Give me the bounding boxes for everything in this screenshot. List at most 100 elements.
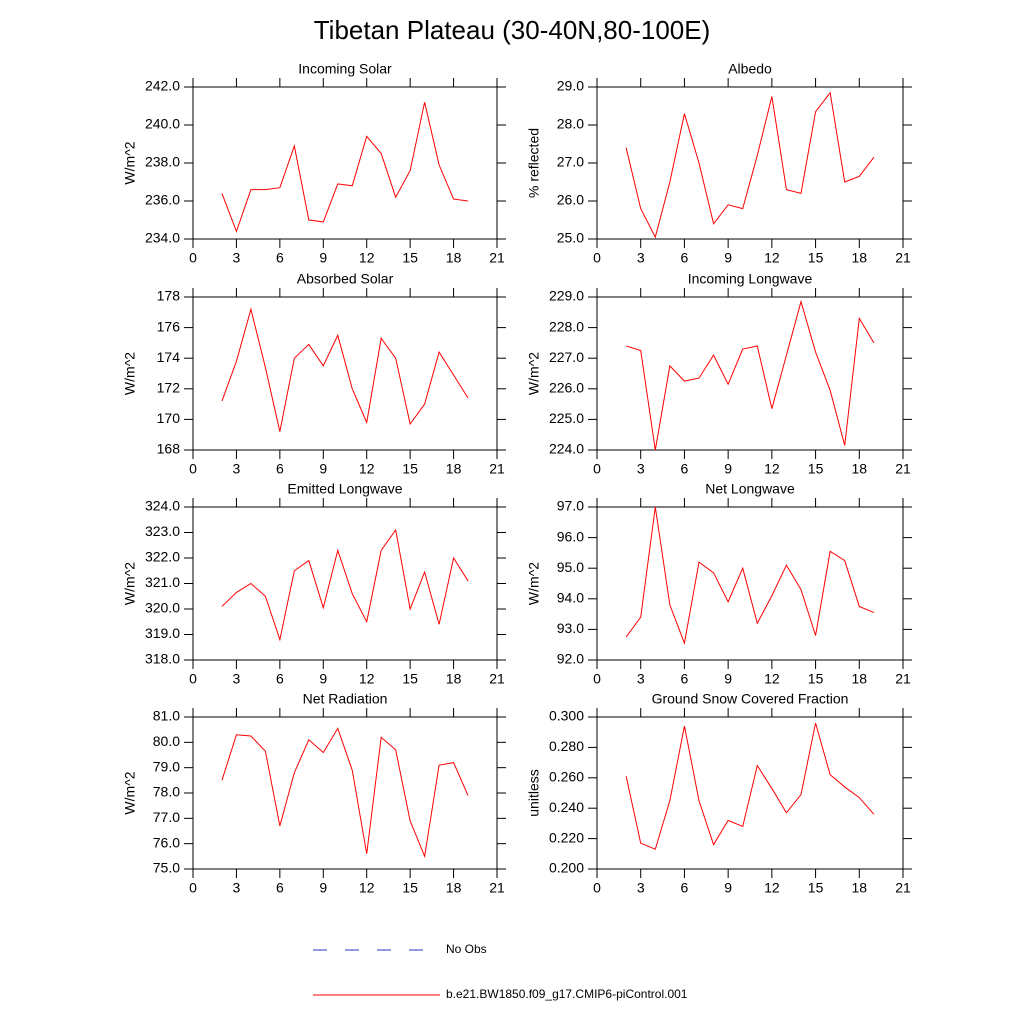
panel-title: Emitted Longwave (287, 481, 402, 497)
panel-title: Incoming Longwave (688, 271, 813, 287)
panel-title: Net Longwave (705, 481, 795, 497)
y-tick-label: 26.0 (557, 192, 584, 208)
plot-frame (192, 296, 498, 451)
x-tick-label: 0 (189, 461, 197, 477)
y-tick-label: 80.0 (153, 733, 180, 749)
y-axis-label: W/m^2 (526, 562, 542, 605)
x-tick-label: 9 (319, 250, 327, 266)
y-tick-label: 94.0 (557, 590, 584, 606)
data-line (625, 299, 875, 451)
x-tick-label: 12 (359, 671, 375, 687)
plot-frame (192, 716, 498, 870)
x-tick-label: 12 (764, 250, 780, 266)
y-tick-label: 236.0 (145, 192, 180, 208)
y-tick-label: 0.300 (549, 708, 584, 724)
data-line (625, 506, 875, 646)
y-tick-label: 228.0 (549, 318, 584, 334)
y-tick-label: 81.0 (153, 708, 180, 724)
x-tick-label: 12 (764, 461, 780, 477)
y-tick-label: 168 (157, 441, 181, 457)
x-tick-label: 15 (402, 461, 418, 477)
x-tick-label: 3 (637, 461, 645, 477)
panel-title: Net Radiation (303, 691, 388, 707)
x-tick-label: 9 (724, 461, 732, 477)
y-tick-label: 0.240 (549, 799, 584, 815)
y-tick-label: 238.0 (145, 154, 180, 170)
x-tick-label: 6 (276, 461, 284, 477)
x-tick-label: 6 (681, 880, 689, 896)
plot-frame (596, 296, 904, 451)
y-tick-label: 78.0 (153, 784, 180, 800)
plot-frame (192, 506, 498, 661)
x-tick-label: 6 (276, 880, 284, 896)
y-tick-label: 224.0 (549, 441, 584, 457)
x-tick-label: 9 (724, 250, 732, 266)
x-tick-label: 15 (808, 671, 824, 687)
x-tick-label: 21 (895, 671, 911, 687)
y-axis-label: W/m^2 (122, 771, 138, 814)
panel-title: Ground Snow Covered Fraction (652, 691, 849, 707)
x-tick-label: 12 (359, 880, 375, 896)
y-tick-label: 172 (157, 380, 181, 396)
x-tick-label: 21 (489, 461, 505, 477)
x-tick-label: 21 (895, 880, 911, 896)
x-tick-label: 0 (593, 250, 601, 266)
x-tick-label: 21 (895, 250, 911, 266)
data-line (625, 722, 875, 850)
y-tick-label: 96.0 (557, 528, 584, 544)
x-tick-label: 18 (851, 671, 867, 687)
x-tick-label: 12 (764, 671, 780, 687)
y-tick-label: 227.0 (549, 349, 584, 365)
panel-title: Absorbed Solar (297, 271, 394, 287)
x-tick-label: 18 (851, 250, 867, 266)
y-tick-label: 324.0 (145, 498, 180, 514)
x-tick-label: 0 (593, 671, 601, 687)
panel-title: Incoming Solar (298, 61, 392, 77)
data-line (221, 102, 469, 233)
x-tick-label: 15 (402, 671, 418, 687)
y-tick-label: 27.0 (557, 154, 584, 170)
x-tick-label: 0 (593, 461, 601, 477)
x-tick-label: 3 (233, 880, 241, 896)
y-tick-label: 321.0 (145, 574, 180, 590)
y-axis-label: W/m^2 (122, 562, 138, 605)
data-line (221, 727, 469, 859)
y-axis-label: % reflected (526, 128, 542, 198)
x-tick-label: 21 (489, 250, 505, 266)
x-tick-label: 9 (724, 880, 732, 896)
y-tick-label: 320.0 (145, 600, 180, 616)
y-tick-label: 319.0 (145, 625, 180, 641)
x-tick-label: 21 (489, 880, 505, 896)
y-tick-label: 176 (157, 318, 181, 334)
y-tick-label: 170 (157, 410, 181, 426)
y-tick-label: 174 (157, 349, 181, 365)
x-tick-label: 15 (808, 880, 824, 896)
y-tick-label: 97.0 (557, 498, 584, 514)
y-tick-label: 77.0 (153, 809, 180, 825)
y-axis-label: W/m^2 (526, 352, 542, 395)
x-tick-label: 6 (276, 671, 284, 687)
y-tick-label: 75.0 (153, 860, 180, 876)
x-tick-label: 18 (851, 461, 867, 477)
plot-frame (596, 716, 904, 870)
y-tick-label: 79.0 (153, 758, 180, 774)
figure-title: Tibetan Plateau (30-40N,80-100E) (314, 15, 711, 45)
x-tick-label: 0 (593, 880, 601, 896)
y-tick-label: 240.0 (145, 116, 180, 132)
y-tick-label: 95.0 (557, 559, 584, 575)
data-line (221, 307, 469, 432)
y-tick-label: 76.0 (153, 834, 180, 850)
x-tick-label: 9 (724, 671, 732, 687)
x-tick-label: 18 (446, 250, 462, 266)
y-tick-label: 0.200 (549, 860, 584, 876)
x-tick-label: 3 (637, 671, 645, 687)
x-tick-label: 21 (489, 671, 505, 687)
y-tick-label: 29.0 (557, 78, 584, 94)
x-tick-label: 3 (637, 250, 645, 266)
x-tick-label: 6 (681, 250, 689, 266)
y-axis-label: unitless (526, 769, 542, 816)
x-tick-label: 15 (402, 880, 418, 896)
y-tick-label: 323.0 (145, 523, 180, 539)
y-tick-label: 0.280 (549, 738, 584, 754)
